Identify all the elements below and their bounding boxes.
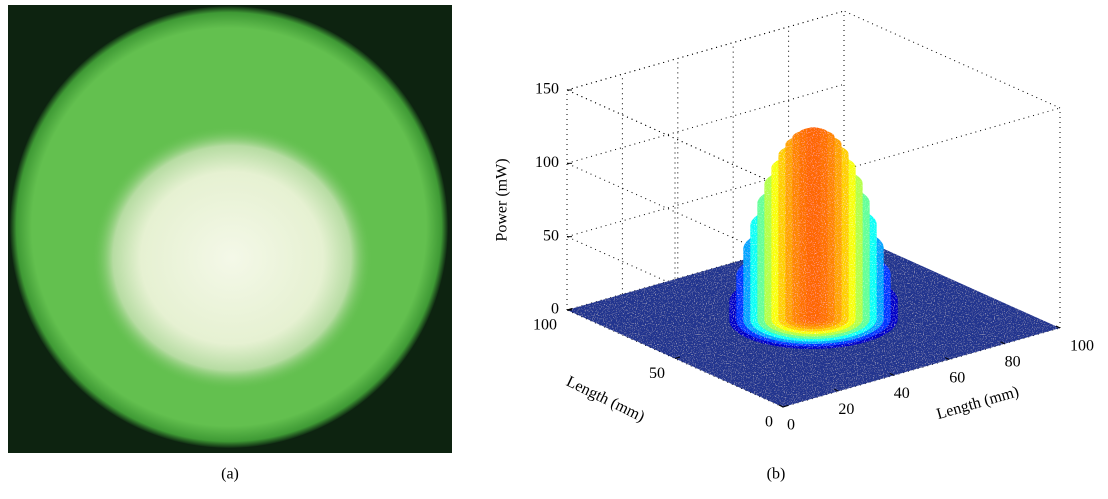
z-axis-label: Power (mW): [494, 158, 511, 241]
x-tick-label: 20: [838, 401, 854, 418]
box-edge: [843, 10, 1061, 109]
x-tick: [944, 357, 950, 361]
x-tick-label: 0: [787, 417, 795, 434]
z-tick-label: 150: [535, 81, 559, 98]
grid-line: [566, 10, 845, 91]
x-tick-label: 40: [894, 385, 910, 402]
photo: [8, 5, 452, 453]
x-tick-label: 60: [949, 369, 965, 386]
z-tick-label: 0: [551, 301, 559, 318]
caption: (a): [221, 466, 239, 483]
y-tick-label: 50: [649, 365, 665, 382]
x-tick: [778, 404, 784, 408]
grid-line: [566, 83, 845, 164]
z-tick-label: 50: [543, 227, 559, 244]
caption: (b): [767, 466, 786, 483]
box-edge: [566, 10, 845, 91]
x-tick: [834, 388, 839, 392]
y-tick: [566, 308, 573, 311]
y-tick: [782, 405, 789, 408]
x-tick: [1055, 325, 1061, 329]
z-tick-label: 100: [535, 154, 559, 171]
y-tick-label: 0: [765, 414, 773, 431]
x-tick: [889, 372, 895, 376]
x-axis-label: Length (mm): [935, 383, 1021, 423]
y-tick: [674, 356, 681, 359]
y-axis-label: Length (mm): [563, 373, 647, 425]
x-tick-label: 100: [1070, 338, 1094, 355]
surface: [729, 127, 898, 350]
x-tick: [1000, 341, 1005, 345]
surface-top: [806, 127, 821, 133]
y-tick-label: 100: [533, 317, 557, 334]
surface-wall: [806, 129, 821, 322]
grid-line: [566, 89, 784, 188]
x-tick-label: 80: [1005, 353, 1021, 370]
box-edge: [782, 107, 1061, 188]
